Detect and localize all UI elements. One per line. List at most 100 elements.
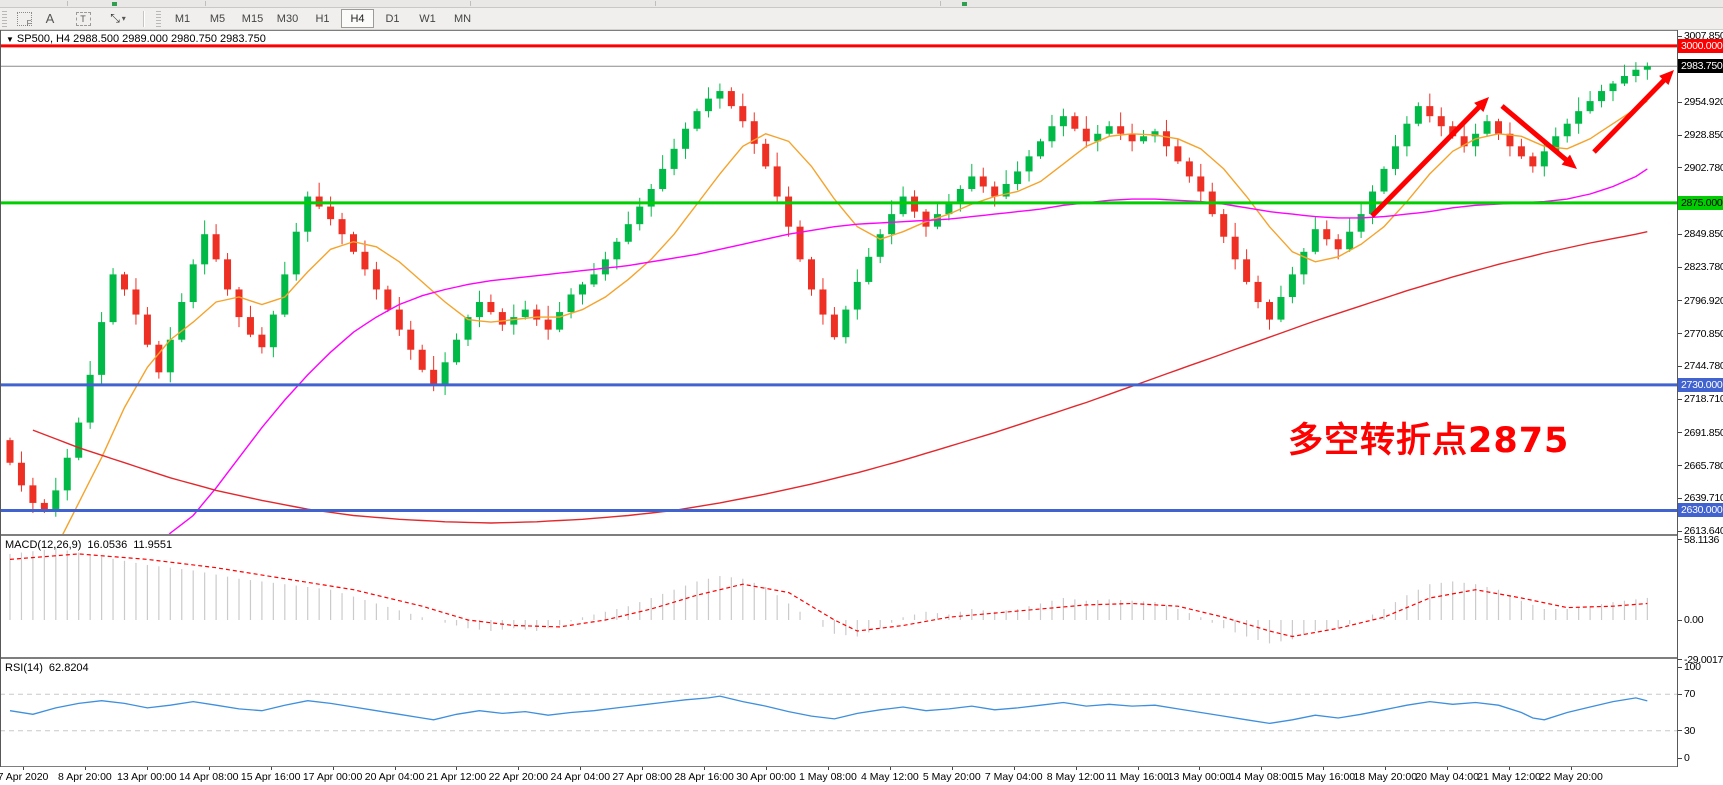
- time-axis-tick: [1509, 767, 1511, 770]
- time-axis-label: 1 May 08:00: [799, 771, 857, 783]
- time-axis-label: 28 Apr 16:00: [674, 771, 734, 783]
- pane-separator-rsi[interactable]: [0, 657, 1678, 659]
- time-axis-label: 8 May 12:00: [1046, 771, 1105, 783]
- time-axis-label: 14 May 08:00: [1229, 771, 1294, 783]
- time-axis-tick: [270, 767, 272, 770]
- toolbar-separator: [143, 10, 145, 27]
- timeframe-button-d1[interactable]: D1: [385, 12, 400, 25]
- main-chart-canvas[interactable]: [0, 30, 1678, 535]
- macd-pane-canvas[interactable]: [0, 536, 1678, 657]
- rsi-line: [9, 695, 1648, 725]
- chinese-annotation-text[interactable]: 多空转折点2875: [1288, 421, 1570, 461]
- price-axis-tick: 100: [1678, 660, 1701, 674]
- macd-name: MACD(12,26,9): [5, 539, 82, 551]
- symbol-ohlc-text: SP500, H4 2988.500 2989.000 2980.750 298…: [16, 33, 266, 45]
- trend-arrows[interactable]: [1370, 70, 1674, 218]
- price-axis-tick: 2744.780: [1678, 359, 1723, 373]
- time-axis-tick: [889, 767, 891, 770]
- toolbar-fragment: [205, 1, 206, 6]
- price-level-label: 3000.000: [1678, 38, 1723, 53]
- pane-border-top: [0, 30, 1678, 31]
- time-axis-label: 7 May 04:00: [984, 771, 1043, 783]
- macd-indicator-label: MACD(12,26,9) 16.0536 11.9551: [5, 539, 172, 551]
- price-axis-tick: 58.1136: [1678, 533, 1719, 547]
- time-axis-tick: [1199, 767, 1201, 770]
- price-axis-tick: 2902.780: [1678, 161, 1723, 175]
- rsi-indicator-label: RSI(14) 62.8204: [5, 662, 89, 674]
- price-axis-tick: 2613.640: [1678, 524, 1723, 538]
- time-axis-tick: [1261, 767, 1263, 770]
- collapse-triangle-icon[interactable]: ▼: [6, 35, 14, 44]
- ma-mid-magenta: [167, 168, 1648, 535]
- toolbar-fragment-green: [962, 2, 967, 6]
- grid-icon: F: [16, 11, 32, 28]
- macd-signal-line: [9, 553, 1648, 638]
- rsi-pane-canvas[interactable]: [0, 659, 1678, 766]
- time-axis-label: 13 Apr 00:00: [117, 771, 177, 783]
- time-axis-label: 8 Apr 20:00: [58, 771, 112, 783]
- macd-histogram: [9, 548, 1648, 644]
- text-annotation-tool-button[interactable]: A: [38, 10, 62, 28]
- time-axis-tick: [146, 767, 148, 770]
- price-level-label: 2730.000: [1678, 377, 1723, 392]
- chevron-down-icon[interactable]: ▾: [121, 14, 126, 23]
- timeframe-button-m30[interactable]: M30: [276, 12, 299, 25]
- time-axis-tick: [1571, 767, 1572, 770]
- time-axis-label: 30 Apr 00:00: [736, 771, 796, 783]
- time-axis-tick: [766, 767, 768, 770]
- time-axis-tick: [951, 767, 953, 770]
- time-axis-tick: [518, 767, 520, 770]
- time-axis-tick: [704, 767, 706, 770]
- time-axis-label: 20 May 04:00: [1415, 771, 1479, 783]
- time-axis-label: 22 May 20:00: [1539, 771, 1603, 783]
- time-axis-tick: [208, 767, 210, 770]
- window-top-strip: [0, 0, 1723, 8]
- rsi-name: RSI(14): [5, 662, 43, 674]
- freehand-grid-tool-button[interactable]: F: [12, 10, 36, 28]
- time-axis-label: 27 Apr 08:00: [612, 771, 672, 783]
- price-axis[interactable]: 3007.850 2954.920 2928.850 2902.780 2849.850…: [1678, 30, 1723, 767]
- timeframe-button-m5[interactable]: M5: [209, 12, 226, 25]
- price-axis-tick: 2639.710: [1678, 491, 1723, 505]
- price-axis-tick: 2718.710: [1678, 392, 1723, 406]
- time-axis-label: 22 Apr 20:00: [488, 771, 549, 783]
- time-axis-label: 21 May 12:00: [1477, 771, 1541, 783]
- time-axis-tick: [1447, 767, 1449, 770]
- price-axis-tick: 30: [1678, 724, 1695, 738]
- price-axis-tick: 70: [1678, 687, 1695, 701]
- timeframe-button-w1[interactable]: W1: [419, 12, 436, 25]
- timeframe-button-mn[interactable]: MN: [453, 12, 472, 25]
- timeframe-button-h1[interactable]: H1: [315, 12, 330, 25]
- time-axis-tick: [23, 767, 24, 770]
- time-axis-tick: [394, 767, 396, 770]
- timeframe-button-m1[interactable]: M1: [174, 12, 191, 25]
- time-axis-label: 24 Apr 04:00: [550, 771, 611, 783]
- toolbar-fragment: [470, 1, 471, 6]
- ma-fast-orange: [61, 100, 1648, 535]
- price-level-label: 2630.000: [1678, 503, 1723, 518]
- time-axis-tick: [1013, 767, 1015, 770]
- toolbar-fragment: [655, 1, 656, 6]
- time-axis-label: 13 May 00:00: [1167, 771, 1232, 783]
- toolbar-fragment: [940, 1, 941, 6]
- toolbar-grip[interactable]: [2, 10, 7, 27]
- pane-separator-macd[interactable]: [0, 534, 1678, 536]
- time-axis[interactable]: 7 Apr 2020 8 Apr 20:00 13 Apr 00:00 14 Apr …: [0, 767, 1678, 785]
- toolbar-grip[interactable]: [156, 10, 161, 27]
- time-axis-label: 21 Apr 12:00: [426, 771, 487, 783]
- time-axis-label: 7 Apr 2020: [0, 771, 49, 783]
- ma-slow-red: [32, 231, 1648, 524]
- timeframe-button-group: M1 M5 M15 M30 H1 H4 D1 W1 MN: [165, 9, 480, 28]
- price-axis-tick: -29.0017: [1678, 653, 1723, 667]
- text-box-icon: T: [75, 11, 91, 26]
- price-axis-tick: 2691.850: [1678, 426, 1723, 440]
- toolbar-fragment: [67, 1, 68, 6]
- timeframe-button-h4[interactable]: H4: [341, 9, 374, 28]
- price-axis-tick: 0.00: [1678, 613, 1704, 627]
- objects-tool-button[interactable]: ⤡ ▾: [102, 10, 134, 28]
- timeframe-button-m15[interactable]: M15: [241, 12, 264, 25]
- text-box-tool-button[interactable]: T: [71, 10, 95, 28]
- macd-signal-value: 11.9551: [133, 539, 173, 551]
- time-axis-tick: [1075, 767, 1077, 770]
